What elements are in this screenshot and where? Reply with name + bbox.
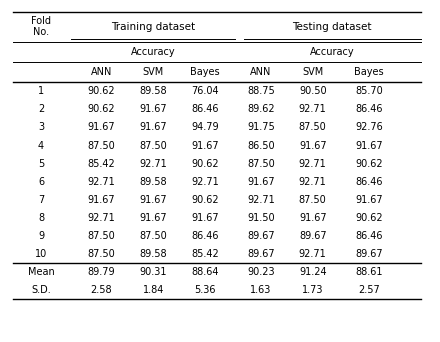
Text: 94.79: 94.79: [191, 122, 219, 132]
Text: SVM: SVM: [143, 67, 164, 77]
Text: ANN: ANN: [250, 67, 271, 77]
Text: 85.42: 85.42: [191, 249, 219, 259]
Text: 89.58: 89.58: [139, 177, 167, 187]
Text: 86.50: 86.50: [247, 141, 275, 150]
Text: 8: 8: [38, 213, 44, 223]
Text: 87.50: 87.50: [247, 159, 275, 169]
Text: 89.67: 89.67: [247, 249, 275, 259]
Text: Fold: Fold: [31, 16, 51, 26]
Text: No.: No.: [33, 27, 49, 37]
Text: 91.67: 91.67: [88, 195, 115, 205]
Text: 87.50: 87.50: [299, 195, 326, 205]
Text: Bayes: Bayes: [354, 67, 384, 77]
Text: 89.67: 89.67: [355, 249, 382, 259]
Text: 92.71: 92.71: [247, 195, 275, 205]
Text: 91.67: 91.67: [139, 104, 167, 114]
Text: 5.36: 5.36: [194, 285, 216, 295]
Text: 85.70: 85.70: [355, 86, 383, 96]
Text: Training dataset: Training dataset: [111, 22, 195, 32]
Text: 86.46: 86.46: [355, 177, 382, 187]
Text: 87.50: 87.50: [88, 141, 115, 150]
Text: 88.75: 88.75: [247, 86, 275, 96]
Text: 91.67: 91.67: [139, 213, 167, 223]
Text: 90.31: 90.31: [139, 267, 167, 277]
Text: 6: 6: [38, 177, 44, 187]
Text: 92.71: 92.71: [299, 159, 326, 169]
Text: 91.67: 91.67: [355, 141, 382, 150]
Text: 1: 1: [38, 86, 44, 96]
Text: 92.71: 92.71: [191, 177, 219, 187]
Text: 87.50: 87.50: [299, 122, 326, 132]
Text: 91.67: 91.67: [191, 213, 219, 223]
Text: 90.23: 90.23: [247, 267, 275, 277]
Text: 91.67: 91.67: [88, 122, 115, 132]
Text: Bayes: Bayes: [190, 67, 220, 77]
Text: 85.42: 85.42: [88, 159, 115, 169]
Text: 1.84: 1.84: [143, 285, 164, 295]
Text: 92.71: 92.71: [88, 213, 115, 223]
Text: 91.67: 91.67: [299, 213, 326, 223]
Text: 89.79: 89.79: [88, 267, 115, 277]
Text: 90.62: 90.62: [88, 104, 115, 114]
Text: 88.61: 88.61: [355, 267, 382, 277]
Text: 2.58: 2.58: [91, 285, 112, 295]
Text: 92.71: 92.71: [299, 177, 326, 187]
Text: 5: 5: [38, 159, 44, 169]
Text: 89.62: 89.62: [247, 104, 275, 114]
Text: 92.71: 92.71: [299, 104, 326, 114]
Text: 91.50: 91.50: [247, 213, 275, 223]
Text: ANN: ANN: [91, 67, 112, 77]
Text: 1.63: 1.63: [250, 285, 271, 295]
Text: 86.46: 86.46: [355, 231, 382, 241]
Text: 87.50: 87.50: [139, 231, 167, 241]
Text: 87.50: 87.50: [88, 231, 115, 241]
Text: 92.71: 92.71: [299, 249, 326, 259]
Text: S.D.: S.D.: [31, 285, 51, 295]
Text: 3: 3: [38, 122, 44, 132]
Text: 89.58: 89.58: [139, 86, 167, 96]
Text: 90.62: 90.62: [191, 195, 219, 205]
Text: 89.67: 89.67: [247, 231, 275, 241]
Text: Accuracy: Accuracy: [131, 47, 176, 57]
Text: Testing dataset: Testing dataset: [292, 22, 372, 32]
Text: 87.50: 87.50: [139, 141, 167, 150]
Text: 92.71: 92.71: [88, 177, 115, 187]
Text: 90.62: 90.62: [355, 213, 382, 223]
Text: 89.58: 89.58: [139, 249, 167, 259]
Text: 86.46: 86.46: [191, 231, 219, 241]
Text: 1.73: 1.73: [302, 285, 323, 295]
Text: 86.46: 86.46: [355, 104, 382, 114]
Text: 90.62: 90.62: [355, 159, 382, 169]
Text: 90.50: 90.50: [299, 86, 326, 96]
Text: 91.67: 91.67: [247, 177, 275, 187]
Text: Mean: Mean: [28, 267, 55, 277]
Text: 91.75: 91.75: [247, 122, 275, 132]
Text: 91.67: 91.67: [139, 122, 167, 132]
Text: 4: 4: [38, 141, 44, 150]
Text: 2: 2: [38, 104, 44, 114]
Text: 91.67: 91.67: [299, 141, 326, 150]
Text: 91.67: 91.67: [355, 195, 382, 205]
Text: Accuracy: Accuracy: [310, 47, 355, 57]
Text: 86.46: 86.46: [191, 104, 219, 114]
Text: SVM: SVM: [302, 67, 323, 77]
Text: 88.64: 88.64: [191, 267, 219, 277]
Text: 92.76: 92.76: [355, 122, 383, 132]
Text: 91.67: 91.67: [191, 141, 219, 150]
Text: 90.62: 90.62: [88, 86, 115, 96]
Text: 91.24: 91.24: [299, 267, 326, 277]
Text: 90.62: 90.62: [191, 159, 219, 169]
Text: 89.67: 89.67: [299, 231, 326, 241]
Text: 91.67: 91.67: [139, 195, 167, 205]
Text: 9: 9: [38, 231, 44, 241]
Text: 92.71: 92.71: [139, 159, 167, 169]
Text: 10: 10: [35, 249, 47, 259]
Text: 76.04: 76.04: [191, 86, 219, 96]
Text: 2.57: 2.57: [358, 285, 380, 295]
Text: 87.50: 87.50: [88, 249, 115, 259]
Text: 7: 7: [38, 195, 44, 205]
